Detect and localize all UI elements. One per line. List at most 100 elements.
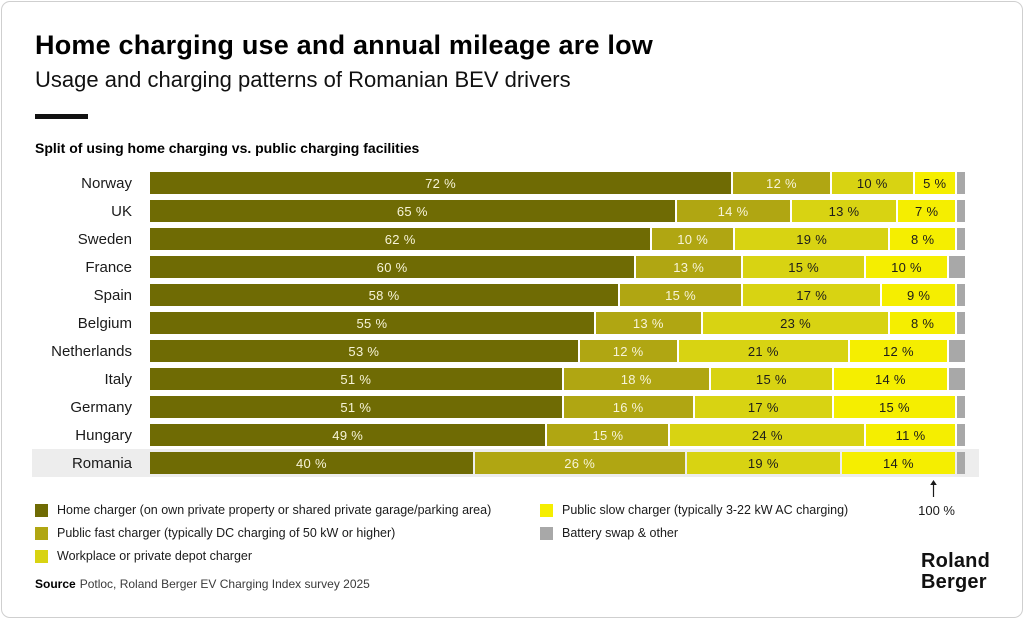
stacked-bar: 53 % 12 % 21 % 12 %: [150, 340, 965, 362]
segment-value-label: 10 %: [856, 175, 888, 191]
legend-label: Public slow charger (typically 3-22 kW A…: [562, 503, 849, 517]
segment-value-label: 15 %: [665, 287, 696, 303]
logo-line-1: Roland: [921, 550, 990, 572]
bar-segment: 10 %: [831, 172, 913, 194]
bar-segment: 14 %: [676, 200, 790, 222]
bar-segment: 15 %: [833, 396, 955, 418]
stacked-bar: 49 % 15 % 24 % 11 %: [150, 424, 965, 446]
stacked-bar: 60 % 13 % 15 % 10 %: [150, 256, 965, 278]
stacked-bar-chart: Norway 72 % 12 % 10 % 5 % UK 65 % 14 % 13 % 7 % Sw…: [32, 169, 996, 518]
bar-segment: 24 %: [670, 424, 865, 446]
bar-segment: 10 %: [866, 256, 947, 278]
bar-segment: 51 %: [150, 368, 562, 390]
legend-item: Home charger (on own private property or…: [35, 503, 540, 517]
legend-swatch-icon: [540, 526, 553, 540]
source-text: Potloc, Roland Berger EV Charging Index …: [79, 577, 370, 591]
segment-value-label: 13 %: [828, 203, 860, 219]
country-label: UK: [111, 202, 132, 220]
segment-value-label: 21 %: [747, 343, 779, 359]
chart-row-spain: Spain 58 % 15 % 17 % 9 %: [32, 281, 979, 309]
segment-value-label: 14 %: [883, 455, 914, 471]
bar-segment: 15 %: [620, 284, 742, 306]
segment-value-label: 12 %: [883, 343, 914, 359]
chart-row-hungary: Hungary 49 % 15 % 24 % 11 %: [32, 421, 979, 449]
legend-label: Home charger (on own private property or…: [57, 503, 492, 517]
bar-segment: 15 %: [710, 368, 832, 390]
bar-segment: [956, 452, 965, 474]
bar-segment: 49 %: [150, 424, 546, 446]
segment-value-label: 8 %: [910, 315, 935, 331]
segment-value-label: 17 %: [796, 287, 828, 303]
legend-column: Public slow charger (typically 3-22 kW A…: [540, 503, 848, 563]
bar-segment: [948, 368, 965, 390]
stacked-bar: 58 % 15 % 17 % 9 %: [150, 284, 965, 306]
legend-column: Home charger (on own private property or…: [35, 503, 540, 563]
page-subtitle: Usage and charging patterns of Romanian …: [35, 67, 571, 92]
bar-segment: 5 %: [914, 172, 955, 194]
segment-value-label: 11 %: [895, 427, 926, 443]
bar-segment: 11 %: [866, 424, 955, 446]
bar-segment: 58 %: [150, 284, 619, 306]
bar-segment: [956, 200, 965, 222]
up-arrow-icon: [928, 480, 939, 502]
chart-row-uk: UK 65 % 14 % 13 % 7 %: [32, 197, 979, 225]
country-label: Italy: [104, 370, 132, 388]
bar-segment: 8 %: [890, 312, 955, 334]
bar-segment: 23 %: [702, 312, 889, 334]
bar-segment: 53 %: [150, 340, 578, 362]
segment-value-label: 10 %: [891, 259, 922, 275]
bar-segment: 15 %: [547, 424, 669, 446]
stacked-bar: 51 % 18 % 15 % 14 %: [150, 368, 965, 390]
segment-value-label: 13 %: [673, 259, 705, 275]
segment-value-label: 26 %: [564, 455, 596, 471]
chart-row-germany: Germany 51 % 16 % 17 % 15 %: [32, 393, 979, 421]
chart-row-norway: Norway 72 % 12 % 10 % 5 %: [32, 169, 979, 197]
logo-line-2: Berger: [921, 571, 987, 593]
segment-value-label: 55 %: [356, 315, 388, 331]
bar-segment: 62 %: [150, 228, 651, 250]
bar-segment: 13 %: [595, 312, 701, 334]
bar-segment: 12 %: [850, 340, 947, 362]
bar-segment: [948, 340, 965, 362]
bar-segment: 19 %: [686, 452, 840, 474]
segment-value-label: 65 %: [396, 203, 428, 219]
bar-segment: 10 %: [652, 228, 734, 250]
segment-value-label: 8 %: [911, 231, 935, 247]
bar-segment: [956, 172, 965, 194]
segment-value-label: 51 %: [340, 371, 372, 387]
legend-label: Battery swap & other: [562, 526, 679, 540]
country-label: Belgium: [77, 314, 132, 332]
country-label: France: [85, 258, 132, 276]
bar-segment: [956, 396, 965, 418]
bar-segment: 65 %: [150, 200, 675, 222]
bar-segment: 21 %: [678, 340, 849, 362]
stacked-bar: 62 % 10 % 19 % 8 %: [150, 228, 965, 250]
segment-value-label: 13 %: [632, 315, 664, 331]
bar-segment: 18 %: [563, 368, 709, 390]
bar-segment: 19 %: [735, 228, 889, 250]
segment-value-label: 53 %: [348, 343, 380, 359]
bar-segment: 60 %: [150, 256, 635, 278]
bar-segment: 13 %: [791, 200, 897, 222]
chart-row-italy: Italy 51 % 18 % 15 % 14 %: [32, 365, 979, 393]
chart-rows: Norway 72 % 12 % 10 % 5 % UK 65 % 14 % 13 % 7 % Sw…: [32, 169, 996, 477]
segment-value-label: 18 %: [620, 371, 652, 387]
bar-segment: 26 %: [474, 452, 685, 474]
bar-segment: 17 %: [694, 396, 832, 418]
segment-value-label: 40 %: [295, 455, 327, 471]
segment-value-label: 19 %: [796, 231, 828, 247]
legend: Home charger (on own private property or…: [35, 503, 1022, 563]
title-rule: [35, 114, 88, 119]
country-label: Germany: [70, 398, 132, 416]
country-label: Sweden: [77, 230, 132, 248]
chart-row-romania: Romania 40 % 26 % 19 % 14 %: [32, 449, 979, 477]
source-note: Source Potloc, Roland Berger EV Charging …: [35, 577, 1022, 591]
legend-label: Public fast charger (typically DC chargi…: [57, 526, 396, 540]
source-label: Source: [35, 577, 76, 591]
segment-value-label: 10 %: [677, 231, 709, 247]
bar-segment: 14 %: [841, 452, 955, 474]
segment-value-label: 5 %: [923, 175, 947, 191]
bar-segment: 7 %: [898, 200, 955, 222]
segment-value-label: 15 %: [878, 399, 910, 415]
